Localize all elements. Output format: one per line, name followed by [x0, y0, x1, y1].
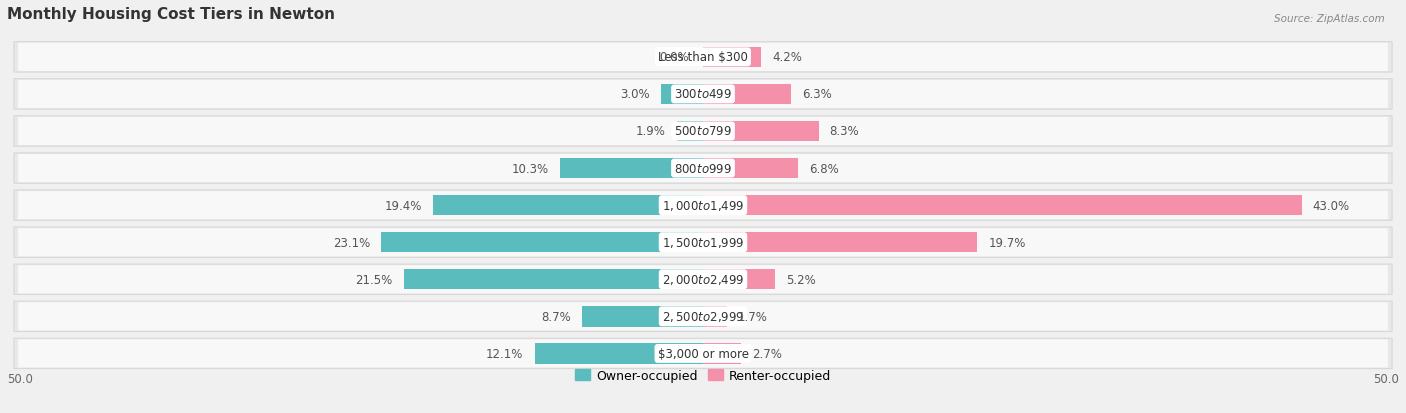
FancyBboxPatch shape [18, 154, 1388, 183]
Bar [703, 85, 790, 105]
Text: 1.7%: 1.7% [738, 310, 768, 323]
FancyBboxPatch shape [18, 339, 1388, 368]
Bar [703, 47, 762, 68]
Text: 0.0%: 0.0% [659, 51, 689, 64]
Text: 50.0: 50.0 [1374, 372, 1399, 385]
Text: 6.3%: 6.3% [801, 88, 831, 101]
FancyBboxPatch shape [14, 80, 1392, 110]
Text: Less than $300: Less than $300 [658, 51, 748, 64]
Text: $800 to $999: $800 to $999 [673, 162, 733, 175]
Bar [703, 121, 818, 142]
Bar [534, 343, 703, 364]
Text: 6.8%: 6.8% [808, 162, 838, 175]
FancyBboxPatch shape [18, 192, 1388, 220]
FancyBboxPatch shape [18, 81, 1388, 109]
Text: 19.7%: 19.7% [988, 236, 1026, 249]
Text: 43.0%: 43.0% [1313, 199, 1350, 212]
FancyBboxPatch shape [18, 302, 1388, 331]
Text: 19.4%: 19.4% [384, 199, 422, 212]
Bar [560, 159, 703, 179]
Text: $2,000 to $2,499: $2,000 to $2,499 [662, 273, 744, 287]
FancyBboxPatch shape [18, 266, 1388, 294]
Text: $300 to $499: $300 to $499 [673, 88, 733, 101]
FancyBboxPatch shape [14, 301, 1392, 332]
Bar [676, 121, 703, 142]
Text: Monthly Housing Cost Tiers in Newton: Monthly Housing Cost Tiers in Newton [7, 7, 335, 22]
Bar [661, 85, 703, 105]
Text: 50.0: 50.0 [7, 372, 32, 385]
FancyBboxPatch shape [14, 228, 1392, 258]
FancyBboxPatch shape [18, 44, 1388, 72]
Text: 21.5%: 21.5% [356, 273, 392, 286]
FancyBboxPatch shape [14, 43, 1392, 73]
Bar [703, 306, 727, 327]
Bar [582, 306, 703, 327]
FancyBboxPatch shape [14, 154, 1392, 184]
Legend: Owner-occupied, Renter-occupied: Owner-occupied, Renter-occupied [575, 369, 831, 382]
Text: $3,000 or more: $3,000 or more [658, 347, 748, 360]
FancyBboxPatch shape [14, 190, 1392, 221]
Text: 23.1%: 23.1% [333, 236, 370, 249]
Text: 1.9%: 1.9% [636, 125, 665, 138]
Bar [381, 233, 703, 253]
FancyBboxPatch shape [18, 228, 1388, 256]
Text: $1,000 to $1,499: $1,000 to $1,499 [662, 199, 744, 213]
Bar [703, 195, 1302, 216]
Text: 2.7%: 2.7% [752, 347, 782, 360]
Text: 10.3%: 10.3% [512, 162, 548, 175]
Bar [703, 343, 741, 364]
FancyBboxPatch shape [14, 338, 1392, 369]
Text: 4.2%: 4.2% [773, 51, 803, 64]
Text: 3.0%: 3.0% [620, 88, 650, 101]
Bar [703, 269, 775, 290]
Bar [404, 269, 703, 290]
Bar [703, 159, 797, 179]
Bar [703, 233, 977, 253]
Text: 8.3%: 8.3% [830, 125, 859, 138]
Text: 8.7%: 8.7% [541, 310, 571, 323]
Text: $500 to $799: $500 to $799 [673, 125, 733, 138]
Text: Source: ZipAtlas.com: Source: ZipAtlas.com [1274, 14, 1385, 24]
FancyBboxPatch shape [14, 264, 1392, 295]
Bar [433, 195, 703, 216]
Text: 12.1%: 12.1% [486, 347, 523, 360]
Text: $1,500 to $1,999: $1,500 to $1,999 [662, 236, 744, 249]
Text: $2,500 to $2,999: $2,500 to $2,999 [662, 310, 744, 323]
FancyBboxPatch shape [14, 116, 1392, 147]
Text: 5.2%: 5.2% [786, 273, 817, 286]
FancyBboxPatch shape [18, 118, 1388, 146]
